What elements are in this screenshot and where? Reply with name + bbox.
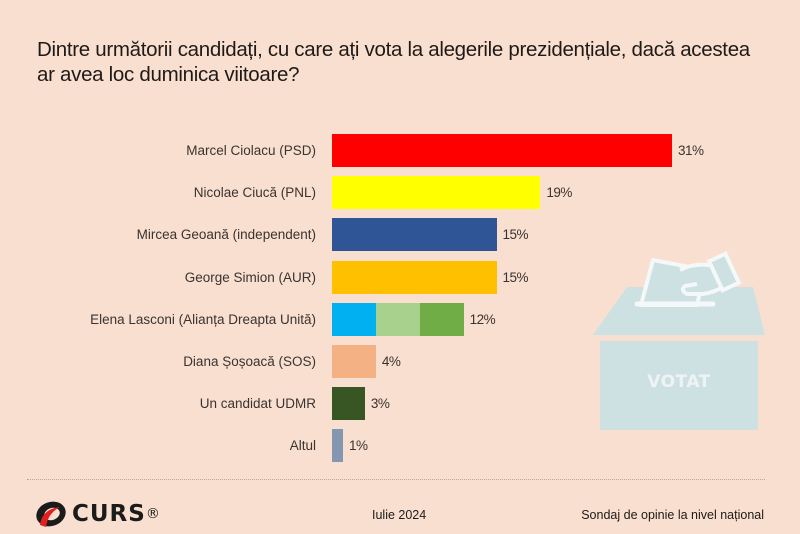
category-label: Mircea Geoană (independent) — [136, 227, 316, 243]
bar-segment — [332, 345, 376, 378]
data-label: 4% — [381, 354, 401, 369]
bar — [332, 387, 365, 421]
bar-segment — [332, 176, 541, 210]
data-label: 31% — [678, 143, 704, 158]
bar-row: Altul 1% — [0, 429, 800, 463]
data-label: 19% — [546, 185, 572, 201]
bar-segment — [332, 260, 497, 294]
bar-row: Elena Lasconi (Alianța Dreapta Unită) 12% — [0, 302, 800, 336]
bar — [332, 260, 497, 294]
category-label: George Simion (AUR) — [184, 269, 316, 285]
category-label: Nicolae Ciucă (PNL) — [193, 185, 316, 201]
bar-segment — [419, 302, 464, 336]
bar-row: Un candidat UDMR 3% — [0, 387, 800, 421]
ballot-box-label: VOTAT — [647, 372, 711, 392]
bar — [332, 134, 672, 167]
bar — [332, 429, 343, 463]
survey-date: Iulie 2024 — [372, 508, 427, 522]
bar — [332, 176, 541, 210]
bar-segment — [375, 302, 420, 336]
category-label: Altul — [289, 438, 316, 454]
footer-divider — [27, 479, 765, 480]
bar-segment — [332, 218, 497, 252]
bar-row: Marcel Ciolacu (PSD) 31% — [0, 134, 800, 167]
bar — [332, 218, 497, 252]
bar-row: George Simion (AUR) 15% — [0, 260, 800, 294]
category-label: Elena Lasconi (Alianța Dreapta Unită) — [90, 311, 316, 327]
bar — [332, 302, 464, 336]
bar-segment — [332, 429, 343, 463]
curs-logo-icon — [36, 501, 66, 527]
data-label: 15% — [502, 269, 529, 285]
category-label: Marcel Ciolacu (PSD) — [186, 143, 316, 158]
category-label: Un candidat UDMR — [199, 396, 316, 412]
bar-segment — [332, 387, 365, 421]
data-label: 15% — [502, 227, 529, 243]
bar-segment — [332, 302, 376, 336]
ballot-box-icon — [593, 251, 765, 430]
bar-row: Nicolae Ciucă (PNL) 19% — [0, 176, 800, 210]
chart-title: Dintre următorii candidați, cu care ați … — [37, 38, 750, 86]
curs-logo: CURS ® — [34, 498, 160, 530]
category-label: Diana Șoșoacă (SOS) — [183, 354, 316, 369]
data-label: 12% — [469, 311, 496, 327]
data-label: 3% — [370, 396, 390, 412]
bar — [332, 345, 376, 378]
bar-row: Mircea Geoană (independent) 15% — [0, 218, 800, 252]
registered-mark: ® — [145, 506, 160, 522]
bar-row: Diana Șoșoacă (SOS) 4% — [0, 345, 800, 378]
survey-source: Sondaj de opinie la nivel național — [581, 508, 764, 522]
bar-chart: Marcel Ciolacu (PSD) 31% Nicolae Ciucă (PN… — [0, 134, 800, 463]
logo-text: CURS — [72, 501, 146, 527]
bar-segment — [332, 134, 672, 167]
data-label: 1% — [348, 438, 368, 454]
